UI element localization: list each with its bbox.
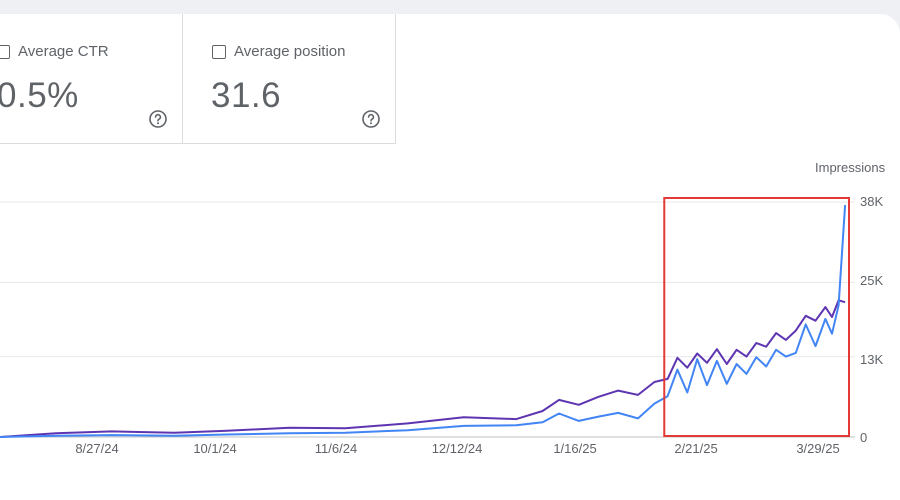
y-tick-label: 25K — [860, 273, 884, 288]
highlight-box — [663, 197, 850, 437]
x-tick-label: 11/6/24 — [314, 441, 358, 456]
x-tick-label: 12/12/24 — [431, 441, 483, 456]
y-tick-label: 38K — [860, 194, 884, 209]
question-circle-icon[interactable] — [361, 109, 381, 129]
x-tick-label: 8/27/24 — [75, 441, 119, 456]
average-position-label: Average position — [234, 43, 346, 60]
average-position-value: 31.6 — [211, 76, 282, 115]
series-line-0 — [0, 299, 846, 438]
y-axis-title: Impressions — [815, 160, 886, 175]
x-tick-label: 2/21/25 — [674, 441, 718, 456]
average-ctr-value: 0.5% — [0, 76, 79, 115]
average-ctr-label: Average CTR — [18, 43, 109, 60]
x-tick-label: 3/29/25 — [796, 441, 840, 456]
y-tick-label: 13K — [860, 352, 884, 367]
question-circle-icon[interactable] — [148, 109, 168, 129]
series-line-1 — [0, 205, 847, 438]
x-tick-label: 10/1/24 — [193, 441, 237, 456]
average-position-checkbox[interactable] — [212, 44, 226, 59]
average-ctr-checkbox[interactable] — [0, 44, 10, 59]
metric-average-position[interactable]: Average position 31.6 — [183, 14, 396, 144]
metric-average-ctr[interactable]: Average CTR 0.5% — [0, 14, 183, 144]
y-tick-label: 0 — [860, 430, 868, 445]
x-tick-label: 1/16/25 — [553, 441, 597, 456]
